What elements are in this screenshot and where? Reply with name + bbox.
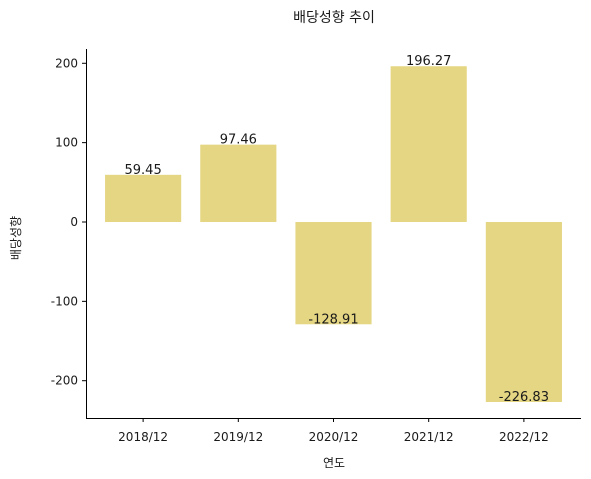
x-tick-label: 2018/12 xyxy=(118,430,168,444)
x-tick-label: 2019/12 xyxy=(213,430,263,444)
bar xyxy=(485,221,562,402)
bar xyxy=(200,144,277,222)
y-tick-label: -200 xyxy=(51,374,78,388)
bar xyxy=(105,174,182,222)
bars: 59.45 97.46 -128.91 196.27 -226.83 xyxy=(105,54,562,405)
bar xyxy=(390,66,467,222)
x-axis-label: 연도 xyxy=(323,456,345,470)
x-ticks: 2018/12 2019/12 2020/12 2021/12 2022/12 xyxy=(118,418,549,444)
y-tick-label: 0 xyxy=(70,215,78,229)
x-tick-label: 2022/12 xyxy=(499,430,549,444)
x-tick-label: 2020/12 xyxy=(309,430,359,444)
y-ticks: 200 100 0 -100 -200 xyxy=(51,56,86,388)
y-tick-label: 200 xyxy=(55,56,78,70)
y-axis-label: 배당성향 xyxy=(9,216,23,260)
bar xyxy=(295,221,372,325)
y-tick-label: 100 xyxy=(55,136,78,150)
data-label: -128.91 xyxy=(308,312,358,327)
x-tick-label: 2021/12 xyxy=(404,430,454,444)
data-label: 59.45 xyxy=(125,163,162,178)
y-tick-label: -100 xyxy=(51,294,78,308)
data-label: -226.83 xyxy=(499,390,549,405)
data-label: 97.46 xyxy=(220,133,257,148)
chart-title: 배당성향 추이 xyxy=(293,10,375,26)
data-label: 196.27 xyxy=(406,54,452,69)
